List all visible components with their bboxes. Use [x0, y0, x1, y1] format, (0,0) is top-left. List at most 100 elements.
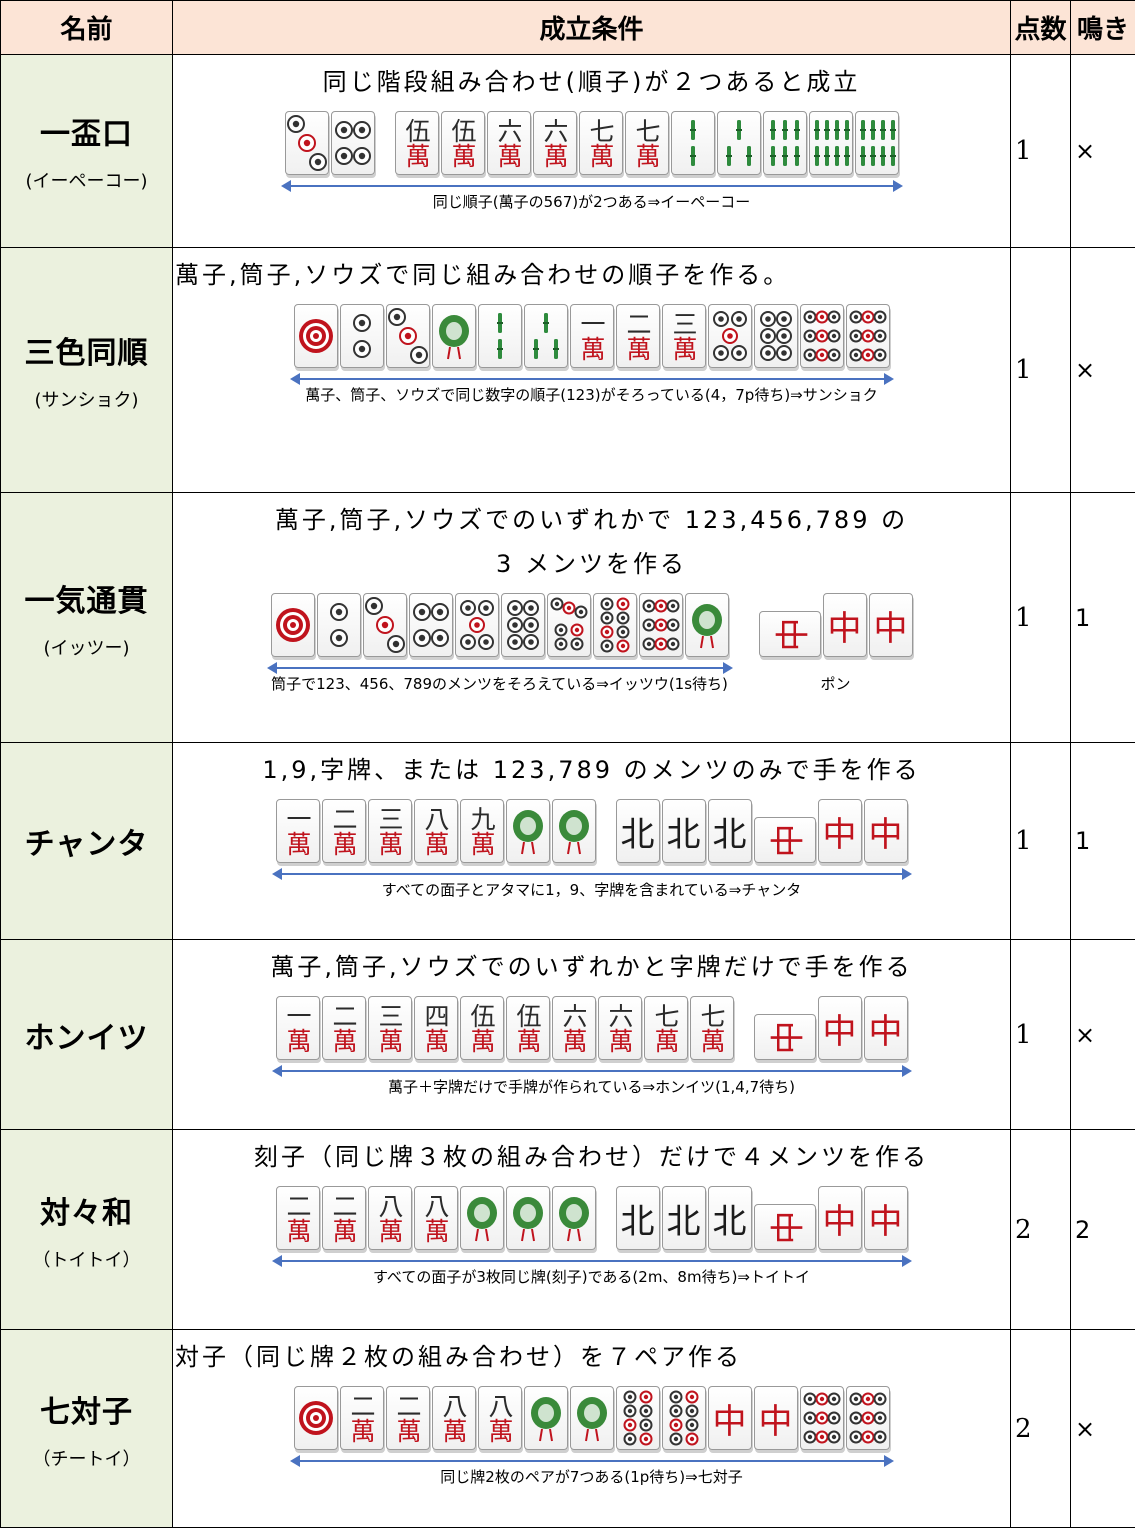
- tile-row: 一萬 二萬 三萬 八萬 九萬北北北中中中: [275, 799, 908, 863]
- tile: 中: [753, 1204, 816, 1250]
- tile-art: [831, 314, 836, 320]
- tile-face: 北: [712, 1201, 747, 1242]
- tile-art: [473, 1204, 490, 1222]
- tile-art: [466, 1197, 497, 1242]
- tile: 二萬: [321, 1186, 366, 1250]
- tile-art: [415, 351, 422, 359]
- tile-art: [418, 608, 425, 616]
- tile: 中: [863, 1186, 908, 1250]
- tile-face: 四萬: [421, 1003, 450, 1053]
- tile: 二萬: [339, 1386, 384, 1450]
- tile-art: [803, 310, 840, 362]
- header-cell: 鳴き: [1070, 0, 1135, 55]
- tile-area: 一萬 二萬 三萬 八萬 九萬北北北中中中すべての面子とアタマに1，9、字牌を含まれている…: [174, 799, 1010, 900]
- tile-face: 二萬: [329, 806, 358, 856]
- yaku-reading: （トイトイ）: [32, 1249, 141, 1271]
- tile: 一萬: [569, 304, 614, 368]
- tile-art: [819, 314, 824, 320]
- tile-art: [780, 350, 787, 356]
- tile-art: [877, 333, 882, 339]
- tile-art: [620, 643, 625, 649]
- tile-row: 二萬 二萬 八萬 八萬中中: [293, 1386, 890, 1450]
- tile: [330, 111, 375, 175]
- range-arrow: [271, 1065, 912, 1077]
- tile-art: [807, 352, 812, 358]
- tile-art: [877, 1396, 882, 1402]
- tile-face: 二萬: [623, 311, 652, 361]
- tile: 一萬: [275, 799, 320, 863]
- tile: 北: [661, 799, 706, 863]
- tile-art: [600, 597, 629, 653]
- tile-art: [673, 1408, 678, 1414]
- tile: [284, 111, 329, 175]
- tile-art: [381, 621, 388, 629]
- tile-art: [764, 350, 771, 356]
- tile-art: [473, 622, 480, 628]
- naki-cell: ×: [1070, 247, 1135, 493]
- tile-art: [646, 641, 651, 647]
- tile: [293, 1386, 338, 1450]
- tile-art: [292, 120, 299, 128]
- tile-art: [370, 602, 377, 610]
- tile-art: [646, 603, 651, 609]
- tile-art: [764, 333, 771, 339]
- tile: 一萬: [275, 996, 320, 1060]
- tile-art: [877, 1434, 882, 1440]
- points-cell: 2: [1010, 1129, 1071, 1330]
- yaku-name: 一盃口: [40, 117, 133, 152]
- tile: [615, 1386, 660, 1450]
- tile-art: [527, 639, 534, 645]
- tile-art: [554, 601, 559, 607]
- tile-art: [604, 629, 609, 635]
- range-arrow: [266, 662, 733, 674]
- tile-art: [669, 1390, 698, 1446]
- tile-art: [520, 841, 535, 855]
- tile-art: [658, 603, 663, 609]
- condition-cell: 対子（同じ牌２枚の組み合わせ）を７ペア作る 二萬 二萬 八萬 八萬中中同じ牌2枚のペアが…: [172, 1329, 1011, 1528]
- condition-text: 同じ階段組み合わせ(順子)が２つあると成立: [322, 68, 861, 96]
- tile-art: [717, 316, 724, 322]
- tile-art: [335, 608, 342, 616]
- tile-art: [853, 1415, 858, 1421]
- tile-row: 二萬 二萬 八萬 八萬北北北中中中: [275, 1186, 908, 1250]
- tile: 中: [817, 1186, 862, 1250]
- tile: 中: [753, 1386, 798, 1450]
- tile-face: 一萬: [283, 806, 312, 856]
- tile: [808, 111, 853, 175]
- header-cell: 名前: [0, 0, 173, 55]
- tile-art: [646, 622, 651, 628]
- range-arrow: [280, 180, 903, 192]
- tile-face: 七萬: [651, 1003, 680, 1053]
- tile-art: [859, 120, 896, 166]
- tile-art: [831, 1415, 836, 1421]
- tile-art: [807, 1415, 812, 1421]
- tile-art: [735, 350, 742, 356]
- tile: 中: [863, 996, 908, 1060]
- tile-art: [831, 352, 836, 358]
- tile-art: [673, 1422, 678, 1428]
- tile-art: [877, 352, 882, 358]
- points-cell: 1: [1010, 742, 1071, 940]
- tile-art: [436, 608, 443, 616]
- condition-cell: 萬子,筒子,ソウズで同じ組み合わせの順子を作る。 一萬 二萬 三萬 萬子、筒子、ソウズで…: [172, 247, 1011, 493]
- naki-cell: 2: [1070, 1129, 1135, 1330]
- tile-art: [627, 1408, 632, 1414]
- tile-art: [877, 314, 882, 320]
- tile: [592, 593, 637, 657]
- tile-art: [865, 314, 870, 320]
- tile-face: 六萬: [540, 118, 569, 168]
- tile: 北: [707, 799, 752, 863]
- tile-face: 中: [873, 608, 908, 649]
- tile-face: 二萬: [283, 1193, 312, 1243]
- header-cell: 成立条件: [172, 0, 1011, 55]
- tile-face: 中: [827, 608, 862, 649]
- tile-face: 七萬: [697, 1003, 726, 1053]
- tile-face: 八萬: [421, 806, 450, 856]
- tile-group: 一萬 二萬 三萬 四萬 伍萬 伍萬 六萬 六萬 七萬 七萬中中中萬子＋字牌だけで手牌が作られている…: [271, 996, 912, 1097]
- naki-cell: 1: [1070, 742, 1135, 940]
- tile-art: [643, 1436, 648, 1442]
- tile-art: [643, 1422, 648, 1428]
- tile-art: [527, 605, 534, 611]
- tile-face: 中: [868, 1011, 903, 1052]
